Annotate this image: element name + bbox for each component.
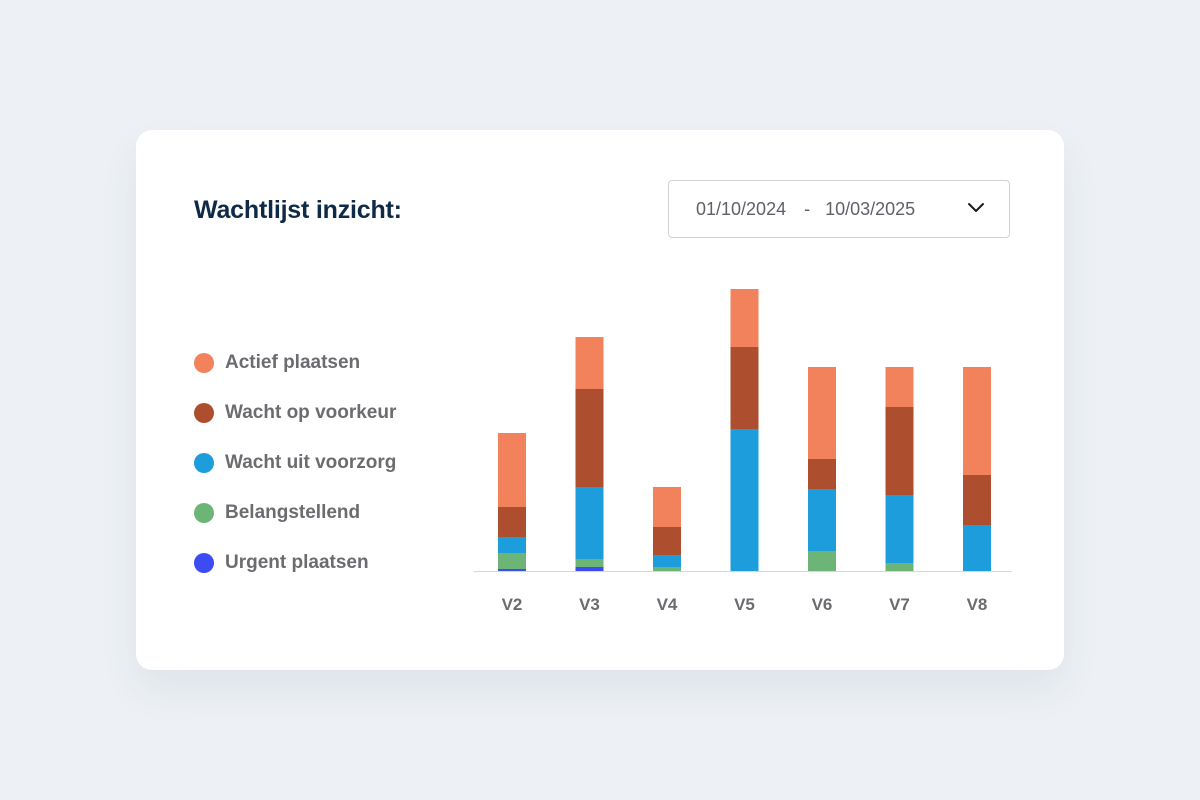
bar-segment (653, 487, 681, 527)
bar-segment (575, 567, 604, 571)
legend-label: Actief plaatsen (225, 352, 361, 373)
stacked-bar-chart: V2 V3 V4 V5 V6 V7 V8 (474, 289, 1012, 614)
x-tick-label: V5 (734, 595, 755, 614)
bar-segment (885, 407, 914, 495)
bar-segment (575, 487, 604, 559)
date-to: 10/03/2025 (825, 198, 916, 219)
x-tick-label: V8 (967, 595, 988, 614)
legend-dot (194, 553, 214, 573)
x-tick-label: V6 (812, 595, 833, 614)
bar-segment (498, 507, 526, 537)
bar-segment (885, 563, 914, 571)
x-tick-label: V7 (889, 595, 910, 614)
bar-segment (498, 569, 526, 571)
bar-segment (575, 559, 604, 567)
legend-item: Urgent plaatsen (194, 538, 396, 588)
bar-segment (575, 337, 604, 389)
bar-segment (730, 289, 759, 347)
bar-segment (963, 525, 991, 571)
bar-segment (498, 537, 526, 553)
legend-label: Belangstellend (225, 502, 361, 523)
bar-segment (498, 433, 526, 507)
bar-segment (498, 553, 526, 569)
bar-segment (653, 527, 681, 555)
bar-segment (885, 367, 914, 407)
legend-dot (194, 453, 214, 473)
legend-dot (194, 353, 214, 373)
legend-dot (194, 503, 214, 523)
bar-segment (808, 367, 836, 459)
bar-segment (653, 567, 681, 571)
legend-item: Wacht uit voorzorg (194, 438, 396, 488)
date-range-select[interactable]: 01/10/2024 - 10/03/2025 (668, 180, 1010, 238)
chevron-down-icon[interactable] (967, 202, 985, 214)
bar-segment (808, 489, 836, 551)
bar-segment (653, 555, 681, 567)
legend-item: Belangstellend (194, 488, 396, 538)
waitlist-card: Wachtlijst inzicht: 01/10/2024 - 10/03/2… (136, 130, 1064, 670)
bar-segment (808, 551, 836, 571)
bar-segment (730, 429, 759, 571)
date-from: 01/10/2024 (696, 198, 787, 219)
x-tick-label: V3 (579, 595, 600, 614)
legend-dot (194, 403, 214, 423)
bar-segment (963, 367, 991, 475)
bar-segment (575, 389, 604, 487)
page-title: Wachtlijst inzicht: (194, 196, 402, 224)
bar-segment (730, 347, 759, 429)
bar-segment (963, 475, 991, 525)
x-tick-label: V2 (502, 595, 523, 614)
legend-label: Wacht uit voorzorg (225, 452, 397, 473)
chart-legend: Actief plaatsen Wacht op voorkeur Wacht ui… (194, 350, 396, 600)
legend-label: Urgent plaatsen (225, 552, 369, 573)
bar-segment (808, 459, 836, 489)
x-tick-label: V4 (657, 595, 678, 614)
date-separator: - (804, 198, 811, 219)
legend-label: Wacht op voorkeur (225, 402, 397, 423)
bar-segment (885, 495, 914, 563)
legend-item: Wacht op voorkeur (194, 388, 396, 438)
legend-item: Actief plaatsen (194, 338, 396, 388)
